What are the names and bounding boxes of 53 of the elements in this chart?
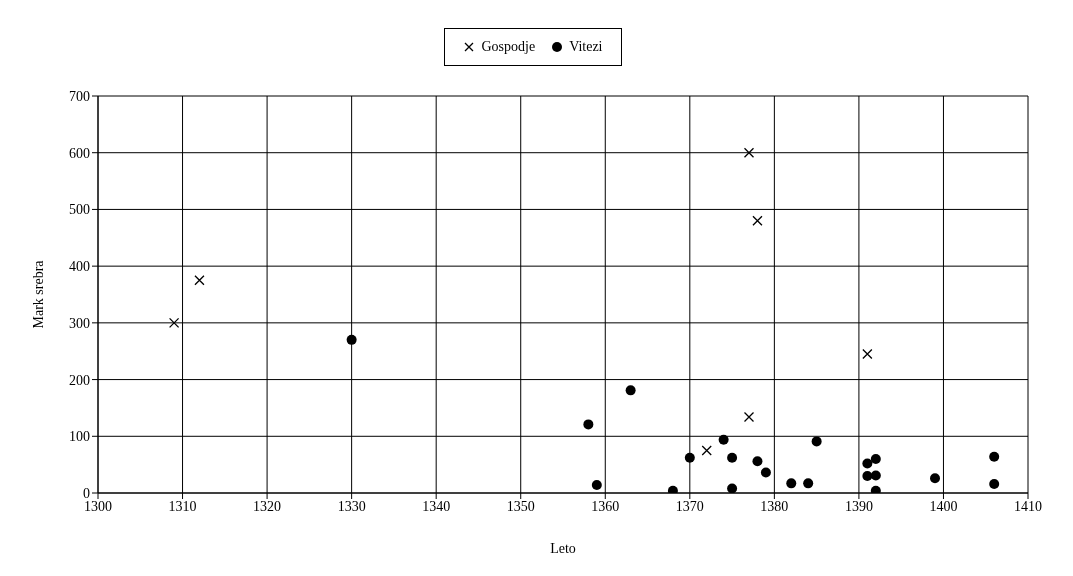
point xyxy=(752,456,763,467)
x-axis-title: Leto xyxy=(550,540,576,556)
y-tick-label: 500 xyxy=(69,202,90,218)
y-tick-label: 0 xyxy=(83,485,90,501)
point xyxy=(811,436,822,447)
point xyxy=(862,470,873,481)
x-tick-label: 1350 xyxy=(506,498,535,514)
x-tick-label: 1320 xyxy=(253,498,282,514)
y-tick-label: 600 xyxy=(69,145,90,161)
point xyxy=(870,485,881,493)
point xyxy=(718,434,729,445)
point xyxy=(591,480,602,491)
y-tick-label: 700 xyxy=(69,88,90,104)
legend-label: Gospodje xyxy=(480,39,536,55)
x-tick-label: 1380 xyxy=(760,498,789,514)
point xyxy=(862,348,873,360)
point xyxy=(583,419,594,430)
point xyxy=(194,275,205,286)
point xyxy=(803,478,814,489)
x-tick-label: 1340 xyxy=(422,498,451,514)
point xyxy=(989,478,1000,489)
point xyxy=(743,147,755,158)
legend-label: Vitezi xyxy=(568,39,603,55)
x-tick-label: 1360 xyxy=(591,498,620,514)
point xyxy=(760,467,771,478)
point xyxy=(727,483,738,493)
point xyxy=(752,215,763,226)
point xyxy=(168,317,180,329)
x-tick-label: 1300 xyxy=(84,498,112,514)
point xyxy=(743,411,755,423)
y-tick-label: 400 xyxy=(69,259,90,275)
point xyxy=(870,453,881,464)
x-tick-label: 1400 xyxy=(929,498,958,514)
point xyxy=(625,385,636,396)
y-axis-title: Mark srebra xyxy=(30,259,46,329)
y-tick-label: 300 xyxy=(69,315,90,331)
point xyxy=(667,485,678,493)
x-tick-label: 1370 xyxy=(675,498,704,514)
point xyxy=(684,452,695,463)
point xyxy=(701,445,712,456)
point xyxy=(870,470,881,481)
x-tick-label: 1390 xyxy=(844,498,873,514)
point xyxy=(786,478,797,489)
point xyxy=(989,451,1000,462)
point xyxy=(727,452,738,463)
x-tick-label: 1330 xyxy=(337,498,366,514)
x-tick-label: 1310 xyxy=(168,498,197,514)
x-tick-label: 1410 xyxy=(1014,498,1042,514)
point xyxy=(346,334,357,345)
y-tick-label: 100 xyxy=(69,429,90,445)
y-tick-label: 200 xyxy=(69,372,90,388)
point xyxy=(930,473,940,484)
point xyxy=(862,458,873,469)
